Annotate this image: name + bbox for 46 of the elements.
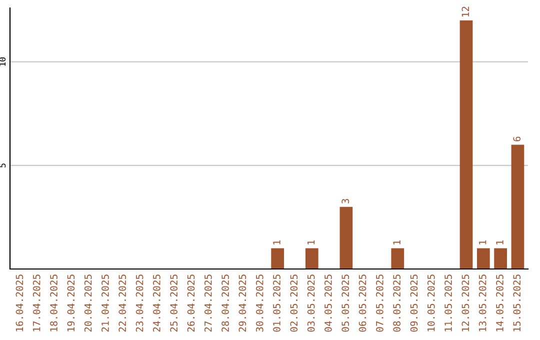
x-tick-label: 11.05.2025 (444, 274, 452, 332)
bar (271, 248, 284, 269)
x-tick-label: 22.04.2025 (118, 274, 126, 332)
bar (511, 144, 524, 269)
x-tick-label: 07.05.2025 (376, 274, 384, 332)
data-label: 1 (496, 240, 504, 244)
data-label: 12 (462, 6, 469, 16)
x-tick-label: 12.05.2025 (462, 274, 470, 332)
x-tick-label: 16.04.2025 (16, 274, 24, 332)
x-tick-label: 25.04.2025 (170, 274, 178, 332)
x-tick-label: 29.04.2025 (238, 274, 246, 332)
x-tick-label: 04.05.2025 (324, 274, 332, 332)
x-tick-label: 28.04.2025 (222, 274, 229, 332)
bar (305, 248, 318, 269)
x-tick-label: 13.05.2025 (478, 274, 486, 332)
x-tick-label: 17.04.2025 (32, 274, 40, 332)
bar (340, 206, 353, 269)
x-tick-label: 10.05.2025 (427, 274, 435, 332)
x-tick-label: 14.05.2025 (496, 274, 504, 332)
data-label: 6 (513, 136, 521, 142)
bar (460, 20, 473, 269)
x-tick-label: 23.04.2025 (136, 274, 144, 332)
x-tick-label: 30.04.2025 (256, 274, 264, 332)
data-label: 1 (393, 240, 400, 244)
x-tick-label: 21.04.2025 (102, 274, 109, 332)
x-tick-label: 03.05.2025 (307, 274, 315, 332)
x-tick-label: 24.04.2025 (153, 274, 160, 332)
x-tick-label: 05.05.2025 (342, 274, 350, 332)
x-tick-label: 02.05.2025 (290, 274, 298, 332)
bar (476, 248, 490, 269)
x-tick-label: 27.04.2025 (204, 274, 212, 332)
x-tick-label: 20.04.2025 (84, 274, 92, 332)
data-label: 3 (342, 198, 350, 204)
bar (391, 248, 404, 269)
x-tick-label: 19.04.2025 (67, 274, 75, 332)
data-label: 1 (273, 240, 280, 244)
x-tick-label: 01.05.2025 (273, 274, 280, 332)
x-tick-label: 26.04.2025 (187, 274, 195, 332)
x-tick-label: 08.05.2025 (393, 274, 400, 332)
data-label: 1 (479, 240, 486, 244)
x-tick-label: 06.05.2025 (358, 274, 366, 332)
x-tick-label: 15.05.2025 (513, 274, 521, 332)
x-tick-label: 09.05.2025 (410, 274, 418, 332)
data-label: 1 (308, 240, 315, 244)
x-tick-label: 18.04.2025 (50, 274, 58, 332)
bar (494, 248, 507, 269)
